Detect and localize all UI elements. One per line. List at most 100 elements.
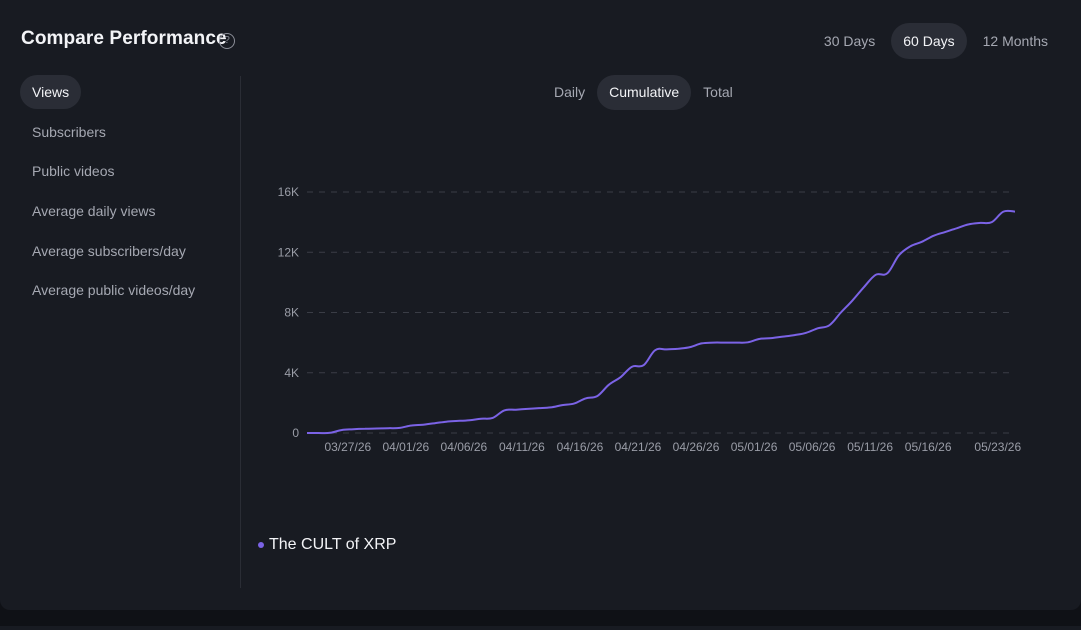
data-point[interactable] (571, 401, 577, 407)
data-point[interactable] (850, 297, 856, 303)
data-point[interactable] (629, 364, 635, 370)
data-point[interactable] (490, 415, 496, 421)
data-point[interactable] (583, 395, 589, 401)
data-point[interactable] (977, 220, 983, 226)
data-point[interactable] (733, 340, 739, 346)
data-point[interactable] (304, 430, 310, 436)
x-tick-label: 05/11/26 (847, 440, 893, 454)
help-circle-icon[interactable]: ? (219, 33, 235, 49)
page-title: Compare Performance (21, 28, 227, 49)
sidebar-divider (240, 76, 241, 588)
metric-list: Views Subscribers Public videos Average … (20, 75, 230, 313)
data-point[interactable] (664, 346, 670, 352)
data-point[interactable] (536, 405, 542, 411)
tab-total[interactable]: Total (703, 84, 733, 100)
data-point[interactable] (641, 362, 647, 368)
data-point[interactable] (1000, 209, 1006, 215)
metric-subscribers[interactable]: Subscribers (32, 123, 106, 140)
data-point[interactable] (884, 270, 890, 276)
data-point[interactable] (409, 423, 415, 429)
data-point[interactable] (838, 310, 844, 316)
data-point[interactable] (559, 402, 565, 408)
y-tick-label: 8K (284, 306, 299, 320)
next-panel-edge (0, 626, 1081, 630)
data-point[interactable] (455, 418, 461, 424)
data-point[interactable] (966, 221, 972, 227)
tab-60-days[interactable]: 60 Days (891, 23, 967, 59)
data-point[interactable] (525, 406, 531, 412)
tab-daily[interactable]: Daily (554, 84, 586, 100)
chart-mode-tabs: Daily Cumulative Total (542, 75, 745, 110)
x-tick-label: 03/27/26 (324, 440, 371, 454)
data-point[interactable] (594, 393, 600, 399)
tab-30-days[interactable]: 30 Days (823, 33, 876, 49)
series-line-the-cult-of-xrp[interactable] (307, 209, 1016, 435)
data-point[interactable] (908, 243, 914, 249)
data-point[interactable] (548, 404, 554, 410)
chart-legend: The CULT of XRP (258, 536, 396, 554)
legend-label[interactable]: The CULT of XRP (269, 536, 397, 553)
metric-average-daily-views[interactable]: Average daily views (32, 203, 156, 220)
data-point[interactable] (385, 425, 391, 431)
data-point[interactable] (954, 225, 960, 231)
date-range-tabs: 30 Days 60 Days 12 Months (812, 23, 1060, 59)
x-tick-label: 05/06/26 (789, 440, 836, 454)
x-tick-label: 04/26/26 (673, 440, 720, 454)
x-tick-label: 04/11/26 (499, 440, 545, 454)
data-point[interactable] (768, 335, 774, 341)
data-point[interactable] (780, 334, 786, 340)
data-point[interactable] (687, 344, 693, 350)
metric-views[interactable]: Views (20, 75, 82, 109)
data-point[interactable] (989, 219, 995, 225)
data-point[interactable] (652, 347, 658, 353)
data-point[interactable] (350, 426, 356, 432)
data-point[interactable] (316, 430, 322, 436)
data-point[interactable] (617, 374, 623, 380)
data-point[interactable] (722, 340, 728, 346)
data-point[interactable] (420, 422, 426, 428)
data-point[interactable] (374, 426, 380, 432)
data-point[interactable] (757, 336, 763, 342)
data-point[interactable] (467, 417, 473, 423)
compare-performance-panel (0, 0, 1081, 610)
y-tick-label: 12K (278, 245, 299, 259)
data-point[interactable] (792, 332, 798, 338)
data-point[interactable] (432, 420, 438, 426)
data-point[interactable] (1012, 209, 1018, 215)
data-point[interactable] (931, 233, 937, 239)
y-tick-label: 16K (278, 185, 299, 199)
data-point[interactable] (803, 330, 809, 336)
x-tick-label: 04/16/26 (557, 440, 604, 454)
x-tick-label: 05/16/26 (905, 440, 952, 454)
data-point[interactable] (710, 340, 716, 346)
x-tick-label: 04/21/26 (615, 440, 662, 454)
metric-public-videos[interactable]: Public videos (32, 163, 115, 180)
data-point[interactable] (513, 407, 519, 413)
data-point[interactable] (815, 325, 821, 331)
metric-average-public-videos-day[interactable]: Average public videos/day (32, 282, 196, 299)
data-point[interactable] (606, 382, 612, 388)
metric-average-subscribers-day[interactable]: Average subscribers/day (32, 242, 186, 259)
legend-dot (258, 542, 264, 548)
tab-12-months[interactable]: 12 Months (982, 33, 1048, 49)
data-point[interactable] (443, 419, 449, 425)
data-point[interactable] (826, 322, 832, 328)
data-point[interactable] (861, 284, 867, 290)
data-point[interactable] (896, 252, 902, 258)
data-point[interactable] (501, 407, 507, 413)
data-point[interactable] (919, 239, 925, 245)
data-point[interactable] (675, 346, 681, 352)
data-point[interactable] (339, 427, 345, 433)
data-point[interactable] (745, 339, 751, 345)
data-point[interactable] (362, 426, 368, 432)
x-tick-label: 04/01/26 (382, 440, 429, 454)
data-point[interactable] (478, 416, 484, 422)
data-point[interactable] (397, 425, 403, 431)
x-tick-label: 05/23/26 (974, 440, 1021, 454)
tab-cumulative[interactable]: Cumulative (597, 75, 692, 110)
views-line-chart: 0 4K 8K 12K 16K 03/27/26 04/01/26 04/06/26 04/11… (278, 185, 1022, 454)
data-point[interactable] (327, 430, 333, 436)
data-point[interactable] (942, 229, 948, 235)
data-point[interactable] (873, 272, 879, 278)
data-point[interactable] (699, 340, 705, 346)
